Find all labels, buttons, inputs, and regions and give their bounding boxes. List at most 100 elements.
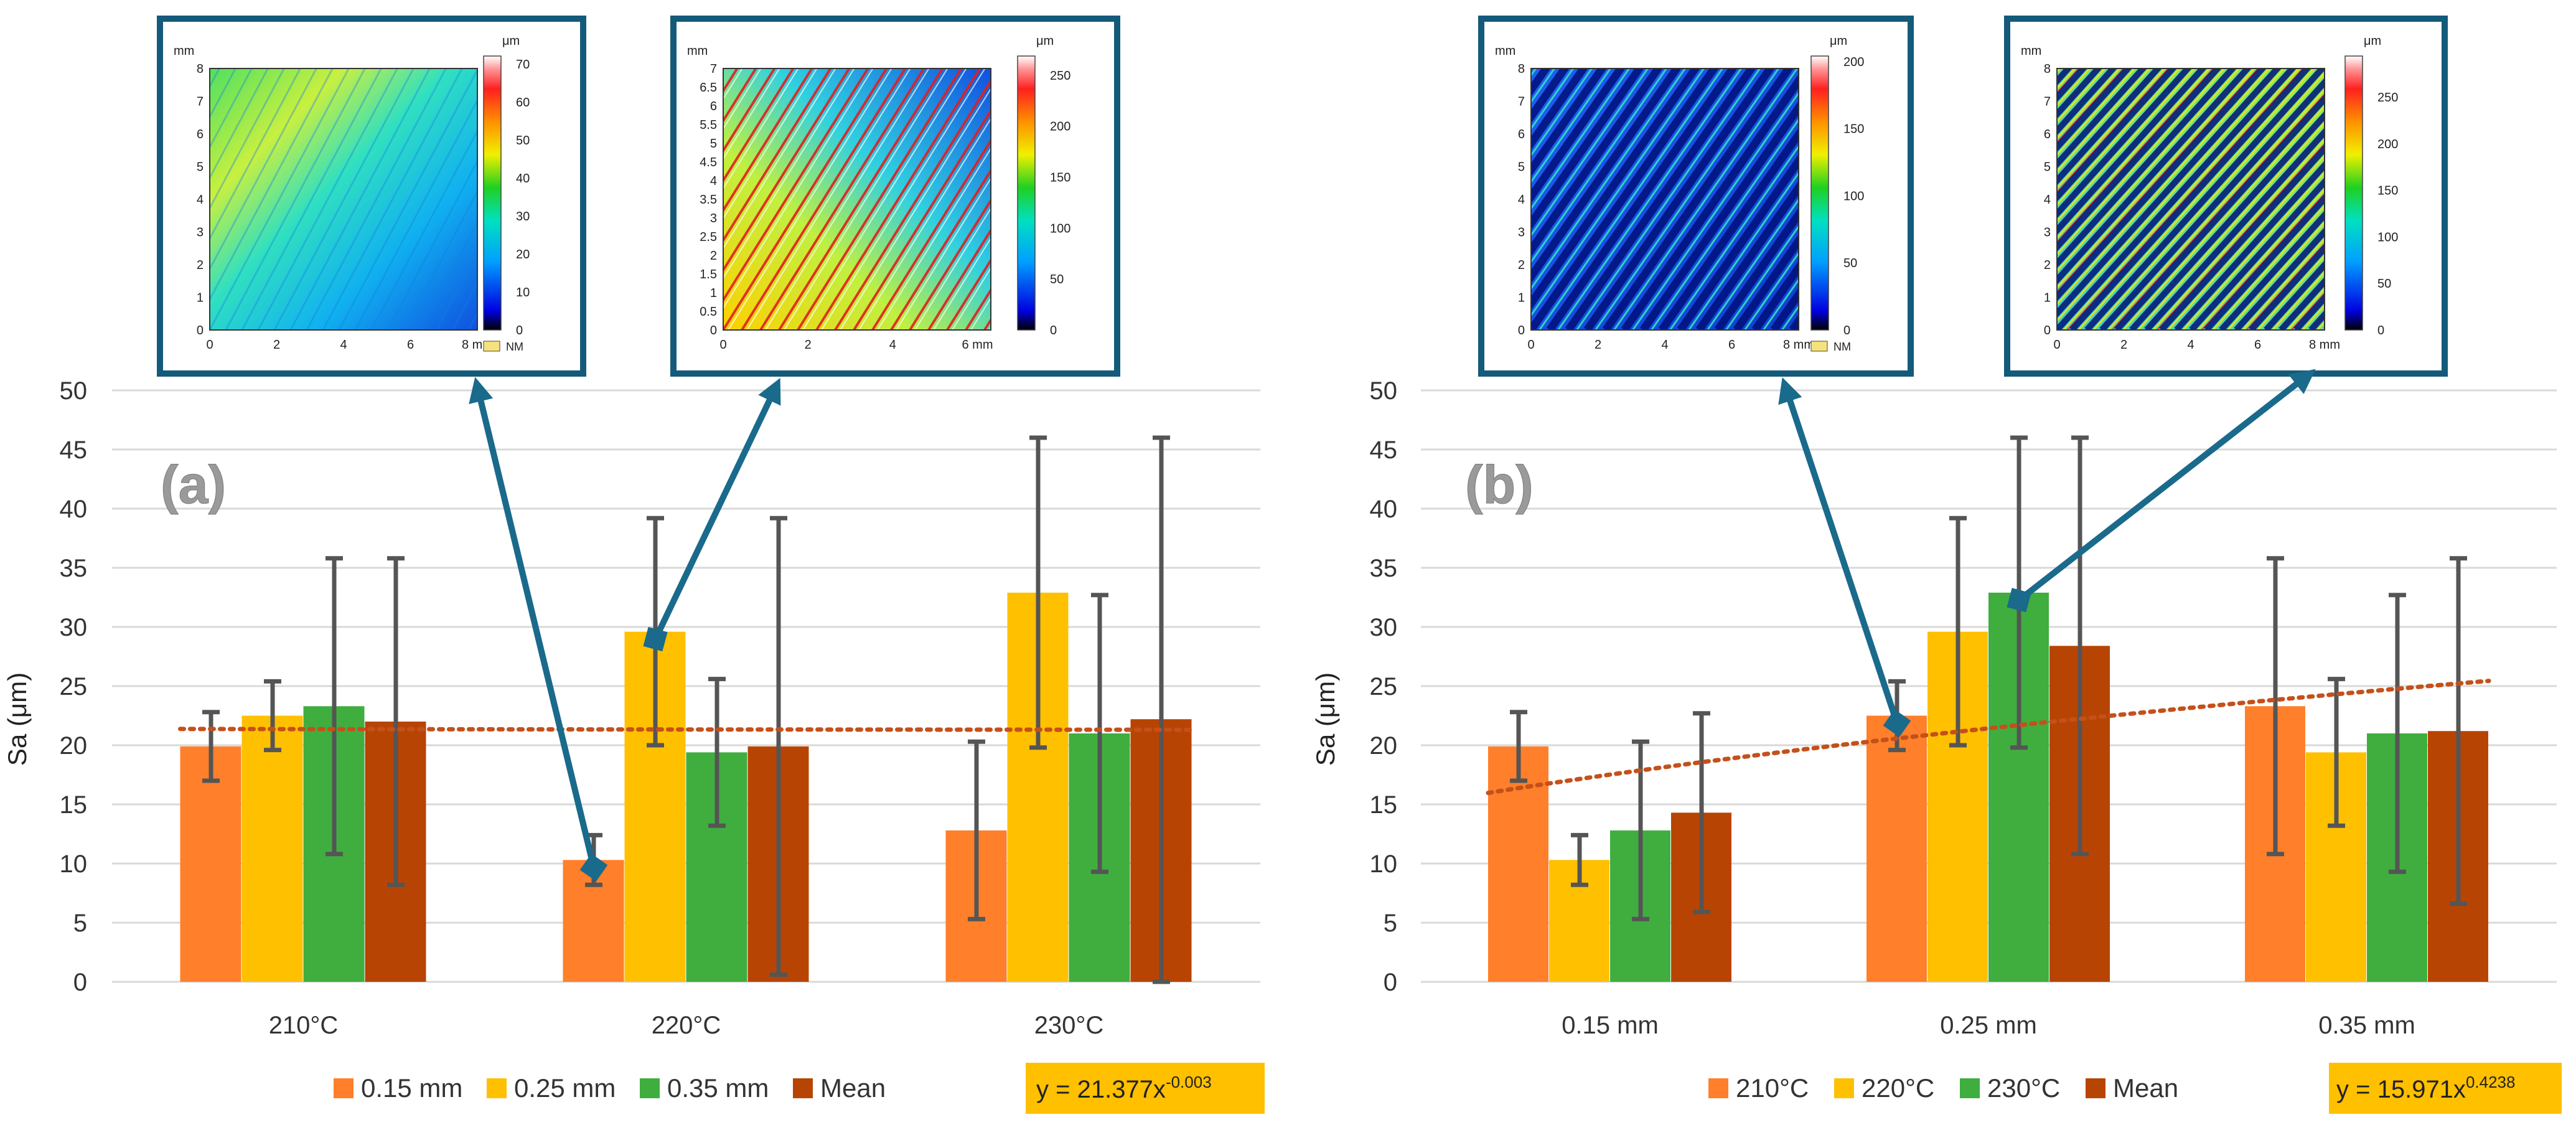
ridge-shadow <box>2427 0 2576 330</box>
color-scale-bar <box>2344 55 2363 331</box>
ridge-line <box>0 0 133 330</box>
ridge-line <box>723 68 869 303</box>
ridge-shadow <box>2057 68 2297 330</box>
inset-y-tick: 2 <box>2044 258 2051 272</box>
inset-x-tick: 6 <box>407 338 414 352</box>
ridge-shadow <box>1531 68 1663 257</box>
x-tick-label: 230°C <box>1034 1012 1104 1039</box>
ridge-crest <box>1531 68 1687 291</box>
ridge-crest <box>1632 91 1799 330</box>
ridge-line <box>0 0 85 330</box>
ridge-highlight <box>723 68 799 190</box>
x-tick-label: 0.25 mm <box>1940 1012 2037 1039</box>
ridge-crest <box>1166 0 1487 330</box>
inset-y-tick: 5 <box>710 137 717 151</box>
y-tick-label: 30 <box>1370 614 1398 641</box>
inset-y-tick: 8 <box>197 62 204 76</box>
inset-y-tick: 2 <box>710 249 717 263</box>
ridge-line <box>815 68 981 330</box>
ridge-shadow <box>1583 68 1775 330</box>
inset-y-tick: 6 <box>1518 128 1525 141</box>
ridge-highlight <box>821 68 986 330</box>
ridge-crest <box>1531 68 1556 104</box>
ridge-crest <box>1531 68 1612 184</box>
error-bars-b <box>1510 435 2467 921</box>
ridge-crest <box>2497 0 2576 330</box>
inset-x-tick: 8 mm <box>1783 338 1814 352</box>
inset-y-tick: 1 <box>2044 291 2051 305</box>
ridge-crest <box>2122 105 2325 330</box>
ridge-shadow <box>1565 68 1756 330</box>
ridge-crest <box>1204 0 1525 330</box>
color-scale-tick: 0 <box>1050 324 1057 337</box>
equation-box-b: y = 15.971x0.4238 <box>2329 1063 2562 1114</box>
ridge-shadow <box>1531 68 1644 230</box>
legend-label: 220°C <box>1862 1073 1934 1103</box>
y-tick-label: 0 <box>1384 969 1397 996</box>
ridge-crest <box>2257 254 2325 330</box>
ridge-crest <box>2077 68 2315 330</box>
inset-y-tick: 8 <box>2044 62 2051 76</box>
y-tick-label: 40 <box>60 496 88 523</box>
legend-b: 210°C 220°C 230°C Mean <box>1708 1073 2178 1103</box>
ridge-shadow <box>2057 68 2222 252</box>
ridge-crest <box>1110 0 1431 330</box>
ridge-highlight <box>914 207 991 330</box>
ridge-highlight <box>933 237 991 330</box>
inset-y-tick: 0 <box>2044 324 2051 337</box>
ridge-line <box>1190 0 1487 330</box>
legend-swatch <box>334 1078 354 1098</box>
ridge-shadow <box>2446 0 2576 330</box>
ridge-highlight <box>877 147 991 330</box>
ridge-shadow <box>2057 68 2237 268</box>
ridge-crest <box>2057 68 2226 256</box>
ridge-line <box>354 98 477 330</box>
y-tick-labels-a: 0 5 10 15 20 25 30 35 40 45 50 <box>60 377 88 996</box>
inset-x-tick: 4 <box>2187 338 2194 352</box>
inset-y-tick: 3 <box>2044 226 2051 240</box>
legend-swatch <box>793 1078 813 1098</box>
callout-arrow <box>652 377 781 641</box>
ridge-highlight <box>840 87 991 330</box>
callout-anchor <box>2007 588 2031 613</box>
ridge-highlight <box>858 117 991 330</box>
inset-y-tick: 7 <box>710 62 717 76</box>
ridge-crest <box>2057 68 2241 273</box>
ridge-shadow <box>1677 154 1799 330</box>
y-tick-label: 30 <box>60 614 88 641</box>
ridge-shadow <box>1602 68 1794 330</box>
inset-x-tick: 6 <box>1728 338 1735 352</box>
ridge-shadow <box>2057 68 2132 153</box>
inset-y-tick: 0 <box>710 324 717 337</box>
nm-swatch <box>1810 341 1828 352</box>
ridge-crest <box>2542 0 2576 330</box>
svg-text:y = 15.971x0.4238: y = 15.971x0.4238 <box>2336 1073 2515 1103</box>
ridge-crest <box>2452 0 2576 330</box>
x-tick-label: 0.35 mm <box>2318 1012 2415 1039</box>
ridge-crest <box>1531 68 1705 318</box>
ridge-line <box>723 68 832 243</box>
x-tick-label: 210°C <box>269 1012 339 1039</box>
ridge-crest <box>2057 68 2255 290</box>
callout-anchor <box>643 627 668 652</box>
ridge-crest <box>2152 138 2325 330</box>
color-scale-tick: 20 <box>516 248 530 261</box>
ridge-crest <box>2227 221 2325 330</box>
callout-arrow <box>1778 377 1900 725</box>
callout-anchor <box>579 854 608 882</box>
ridge-highlight <box>723 68 780 160</box>
ridge-shadow <box>1158 0 1479 330</box>
color-scale-tick: 40 <box>516 172 530 186</box>
y-tick-label: 40 <box>1370 496 1398 523</box>
callout-arrows <box>469 369 2316 882</box>
ridge-line <box>723 68 851 273</box>
ridge-shadow <box>2057 68 2282 318</box>
ridge-line <box>338 68 477 330</box>
ridge-line <box>1134 0 1431 330</box>
color-scale-tick: 150 <box>1050 171 1070 184</box>
ridge-crest <box>2137 121 2325 330</box>
ridge-line <box>257 68 399 330</box>
ridge-line <box>909 198 991 330</box>
ridge-highlight <box>784 68 948 330</box>
ridge-shadow <box>2505 0 2576 330</box>
